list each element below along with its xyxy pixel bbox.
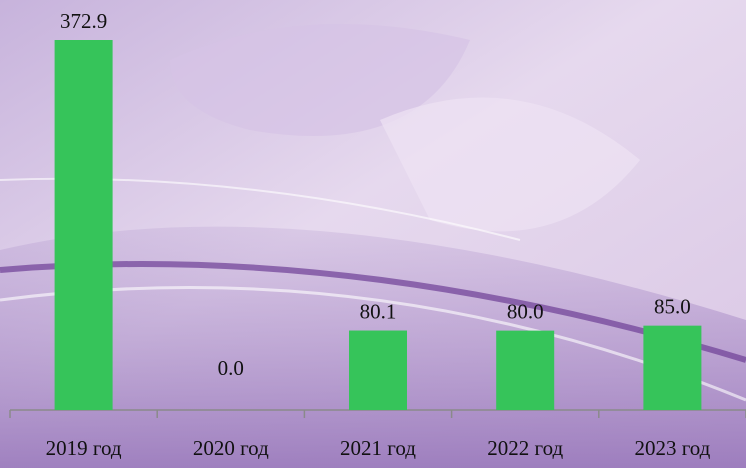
- x-tick-label: 2019 год: [46, 436, 122, 460]
- decor: [170, 24, 470, 136]
- value-label: 0.0: [218, 356, 244, 380]
- x-tick-label: 2023 год: [634, 436, 710, 460]
- bar: [643, 325, 702, 410]
- x-tick-label: 2021 год: [340, 436, 416, 460]
- decor: [380, 97, 640, 232]
- value-label: 80.0: [507, 299, 544, 323]
- value-label: 372.9: [60, 9, 107, 33]
- bar: [496, 330, 555, 410]
- x-tick-label: 2022 год: [487, 436, 563, 460]
- value-label: 85.0: [654, 294, 691, 318]
- value-label: 80.1: [360, 299, 397, 323]
- bar: [349, 330, 407, 410]
- x-tick-label: 2020 год: [193, 436, 269, 460]
- bar: [54, 40, 113, 410]
